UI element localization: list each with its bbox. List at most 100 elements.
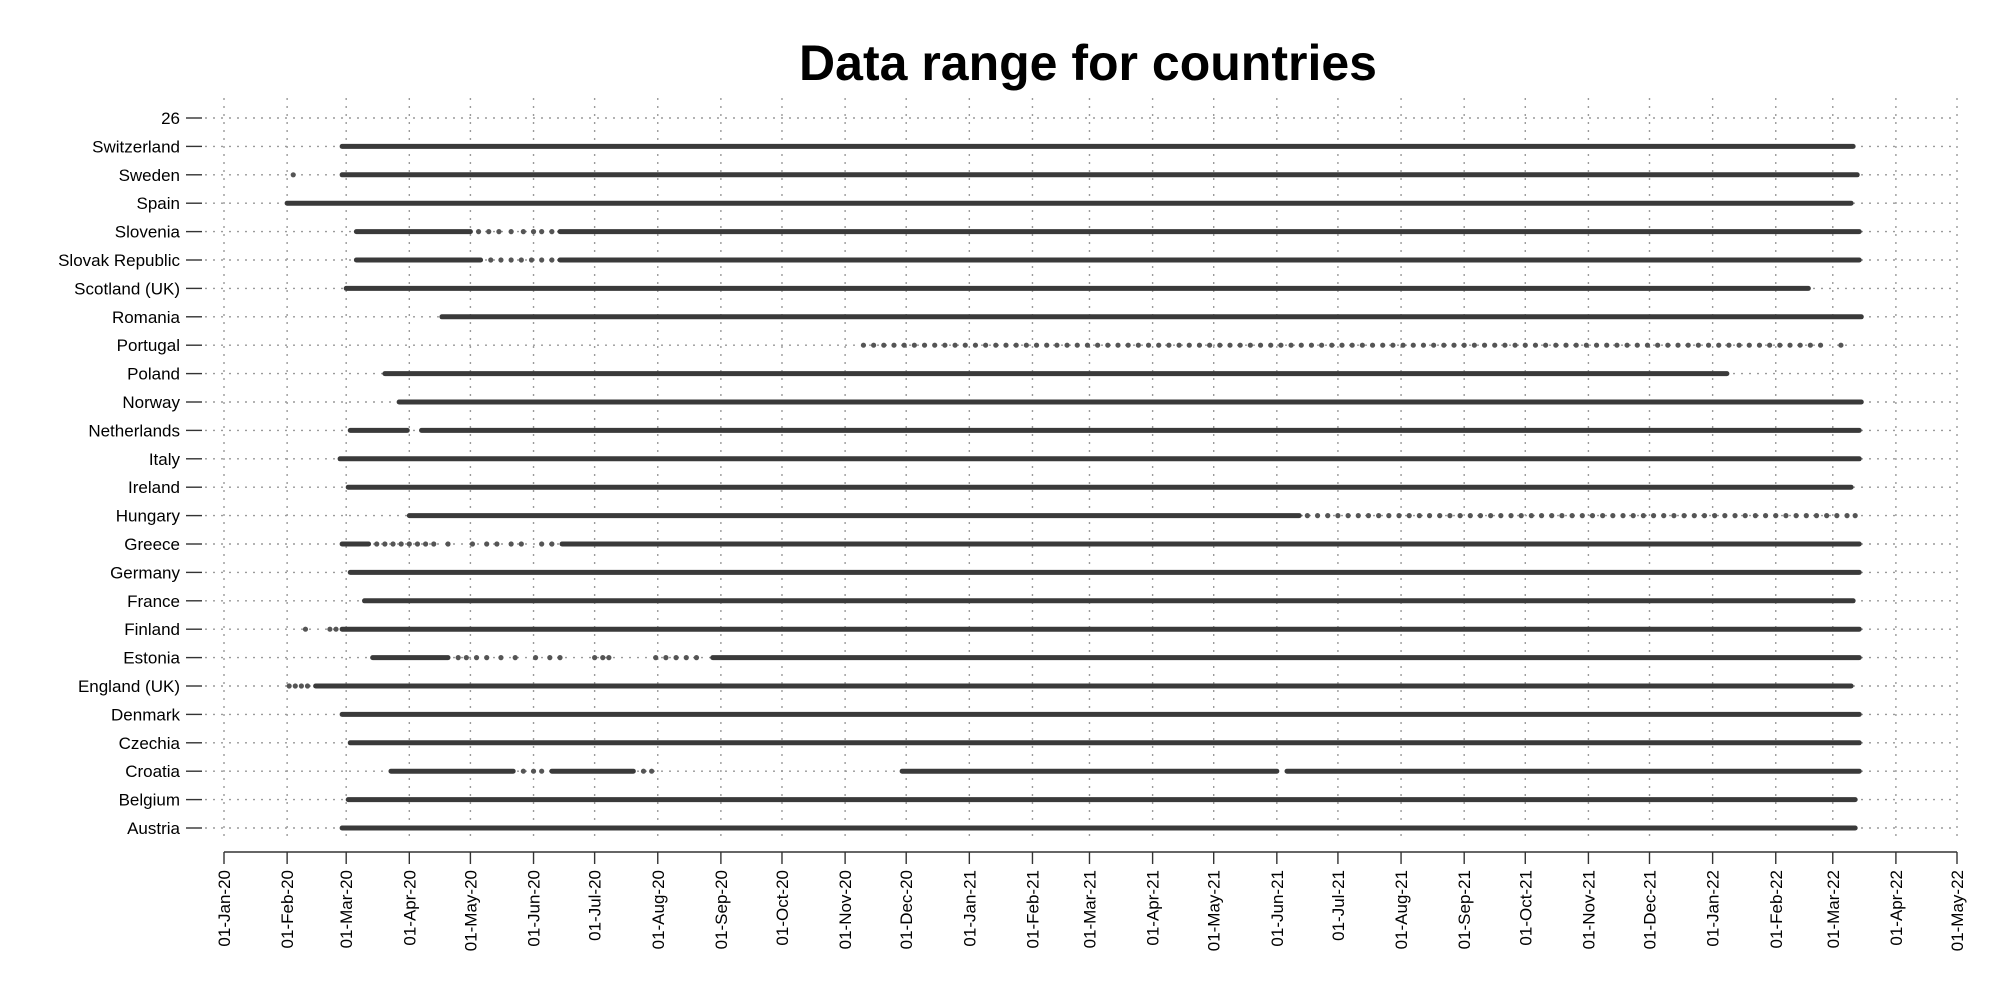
data-point	[1644, 342, 1651, 348]
data-point	[1268, 342, 1274, 348]
data-point	[1416, 513, 1422, 519]
data-point	[1640, 513, 1646, 519]
data-point	[1630, 513, 1636, 519]
data-point	[1532, 342, 1539, 348]
data-point	[1650, 513, 1657, 519]
data-point	[473, 655, 480, 661]
data-point	[1553, 342, 1559, 348]
x-tick-label: 01-Dec-20	[897, 870, 916, 949]
data-point	[1345, 513, 1351, 519]
data-point	[1186, 342, 1192, 348]
data-point	[1156, 342, 1162, 348]
data-point	[1207, 342, 1213, 348]
data-point	[333, 626, 339, 632]
data-point	[1783, 513, 1789, 519]
data-point	[1335, 513, 1341, 519]
data-point	[1420, 342, 1427, 348]
data-point	[942, 342, 948, 348]
data-point	[1135, 342, 1141, 348]
x-tick-label: 01-Jan-20	[215, 870, 234, 947]
data-point	[1604, 342, 1610, 348]
data-point	[600, 655, 606, 661]
data-point	[1488, 513, 1494, 519]
data-point	[653, 655, 659, 661]
data-point	[1726, 342, 1732, 348]
data-point	[1624, 342, 1630, 348]
data-point	[1044, 342, 1050, 348]
data-point	[406, 541, 412, 547]
data-point	[1492, 342, 1498, 348]
data-point	[532, 655, 539, 661]
data-point	[518, 541, 524, 547]
data-point	[1807, 342, 1813, 348]
data-point	[1600, 513, 1606, 519]
data-point	[398, 541, 404, 547]
x-tick-label: 01-Sep-21	[1455, 870, 1474, 949]
data-point	[1549, 513, 1555, 519]
data-point	[1655, 342, 1661, 348]
y-tick-label: Scotland (UK)	[74, 279, 180, 298]
x-tick-label: 01-Feb-20	[278, 870, 297, 948]
y-tick-label: Switzerland	[92, 137, 180, 156]
data-point	[1451, 342, 1457, 348]
data-point	[1610, 513, 1616, 519]
data-point	[1390, 342, 1396, 348]
data-point	[1695, 342, 1701, 348]
data-point	[1589, 513, 1596, 519]
data-point	[1125, 342, 1131, 348]
x-tick-label: 01-Dec-21	[1640, 870, 1659, 949]
data-point	[1314, 513, 1321, 519]
data-point	[1365, 513, 1372, 519]
x-tick-label: 01-Feb-22	[1767, 870, 1786, 948]
data-point	[512, 655, 518, 661]
data-point	[292, 683, 298, 689]
data-point	[1400, 342, 1406, 348]
y-tick-label: Finland	[124, 620, 180, 639]
data-point	[881, 342, 887, 348]
data-point	[539, 257, 545, 263]
x-tick-label: 01-May-22	[1948, 870, 1967, 951]
x-tick-label: 01-May-21	[1205, 870, 1224, 951]
data-point	[663, 655, 669, 661]
data-point	[1793, 513, 1799, 519]
data-point	[298, 683, 304, 689]
data-point	[1593, 342, 1600, 348]
data-point	[1716, 342, 1722, 348]
data-point	[463, 655, 469, 661]
data-point	[1359, 342, 1365, 348]
data-layer	[284, 143, 1864, 831]
y-tick-label: Romania	[112, 308, 181, 327]
data-point	[1691, 513, 1697, 519]
data-point	[1441, 342, 1447, 348]
data-point	[871, 342, 877, 348]
data-point	[1227, 342, 1233, 348]
data-point	[286, 683, 292, 689]
data-point	[606, 655, 612, 661]
x-tick-label: 01-Oct-20	[773, 870, 792, 946]
y-tick-label: France	[127, 592, 180, 611]
data-point	[1508, 513, 1514, 519]
data-point	[486, 229, 492, 235]
data-point	[1013, 342, 1019, 348]
data-point	[382, 541, 388, 547]
data-point	[498, 257, 504, 263]
data-point	[1685, 342, 1691, 348]
labels: 01-Jan-20 01-Feb-20 01-Mar-20 01-Apr-20 01-M…	[58, 109, 1967, 951]
data-point	[1675, 342, 1681, 348]
data-point	[431, 541, 437, 547]
data-point	[1176, 342, 1182, 348]
y-tick-label: Slovak Republic	[58, 251, 180, 270]
data-point	[1634, 342, 1640, 348]
data-point	[549, 257, 555, 263]
data-point	[1528, 513, 1534, 519]
y-tick-label: Ireland	[128, 478, 180, 497]
data-point	[1762, 513, 1769, 519]
data-point	[1308, 342, 1315, 348]
data-point	[290, 172, 296, 178]
data-point	[1756, 342, 1763, 348]
x-tick-label: 01-Apr-22	[1887, 870, 1906, 946]
data-point	[1824, 513, 1830, 519]
y-tick-label: Belgium	[119, 791, 180, 810]
